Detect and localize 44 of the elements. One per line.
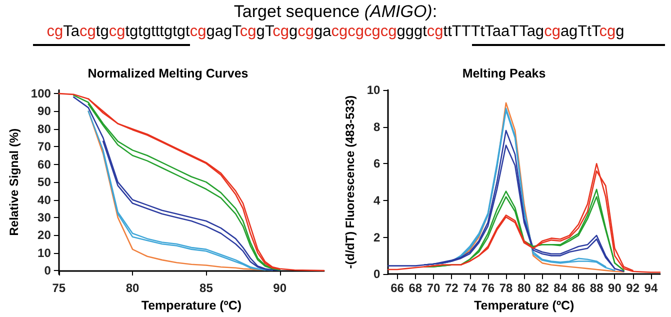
x-axis-title: Temperature (ºC): [474, 298, 574, 312]
y-axis-title: Relative Signal (%): [7, 128, 21, 236]
y-tick-label: 100: [30, 86, 52, 101]
x-tick-label: 72: [444, 281, 458, 296]
x-tick-label: 85: [200, 281, 214, 296]
y-tick-label: 80: [38, 122, 52, 136]
x-tick-label: 66: [390, 281, 404, 296]
x-tick-label: 78: [498, 281, 512, 296]
x-tick-label: 94: [644, 281, 658, 296]
x-tick-label: 76: [480, 281, 494, 296]
x-tick-label: 86: [571, 281, 585, 296]
x-tick-label: 88: [589, 281, 604, 296]
text: Target sequence (AMIGO):: [232, 2, 438, 22]
y-tick-label: 0: [373, 267, 380, 282]
y-axis-title: -(d/dT) Fluorescence (483-533): [342, 95, 356, 269]
y-tick-label: 50: [38, 175, 52, 190]
y-tick-label: 6: [373, 156, 380, 171]
x-tick-label: 74: [462, 281, 476, 296]
x-tick-label: 90: [273, 281, 287, 296]
y-tick-label: 0: [44, 264, 52, 278]
x-tick-label: 70: [426, 281, 440, 296]
chart-title: Melting Peaks: [462, 66, 546, 80]
y-tick-label: 2: [373, 230, 380, 244]
x-axis-title: Temperature (ºC): [141, 298, 242, 312]
x-tick-label: 90: [608, 281, 622, 296]
x-tick-label: 80: [516, 281, 531, 296]
y-tick-label: 10: [38, 246, 52, 260]
y-tick-label: 30: [38, 210, 52, 224]
x-tick-label: 75: [52, 281, 66, 296]
x-tick-label: 92: [626, 281, 640, 296]
x-tick-label: 82: [535, 281, 549, 296]
y-tick-label: 20: [38, 228, 52, 242]
y-tick-label: 60: [38, 157, 52, 172]
text: cgTacgtgcgtgtgtttgtgtcggagTcggTcggcggacgcgcgcggggtcgttTTTtTaaTTagcgagTtTcgg: [46, 23, 624, 40]
x-tick-label: 84: [553, 281, 567, 296]
y-tick-label: 70: [38, 140, 52, 154]
y-tick-label: 10: [366, 83, 380, 97]
y-tick-label: 40: [38, 192, 52, 207]
x-tick-label: 80: [126, 281, 140, 296]
y-tick-label: 8: [373, 120, 380, 134]
y-tick-label: 4: [373, 193, 380, 208]
chart-title: Normalized Melting Curves: [88, 66, 248, 80]
y-tick-label: 90: [38, 104, 52, 118]
x-tick-label: 68: [408, 281, 422, 296]
